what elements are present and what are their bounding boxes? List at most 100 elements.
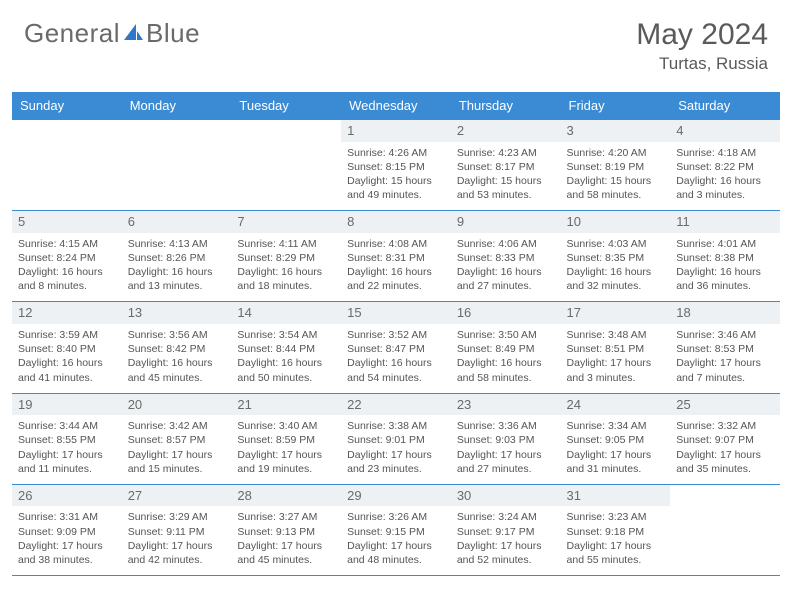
daylight-line: Daylight: 17 hours and 52 minutes. xyxy=(457,539,555,567)
day-number: 30 xyxy=(451,485,561,507)
sunrise-line: Sunrise: 3:26 AM xyxy=(347,510,445,524)
day-number: 5 xyxy=(12,211,122,233)
sunrise-line: Sunrise: 4:13 AM xyxy=(128,237,226,251)
calendar-empty-cell xyxy=(670,484,780,575)
sunrise-line: Sunrise: 3:36 AM xyxy=(457,419,555,433)
daylight-line: Daylight: 16 hours and 32 minutes. xyxy=(567,265,665,293)
calendar-week-row: 19Sunrise: 3:44 AMSunset: 8:55 PMDayligh… xyxy=(12,393,780,484)
sunset-line: Sunset: 8:49 PM xyxy=(457,342,555,356)
calendar-empty-cell xyxy=(231,120,341,211)
sail-icon xyxy=(122,18,144,49)
day-number: 15 xyxy=(341,302,451,324)
day-number: 25 xyxy=(670,394,780,416)
sunset-line: Sunset: 8:40 PM xyxy=(18,342,116,356)
sunset-line: Sunset: 9:13 PM xyxy=(237,525,335,539)
daylight-line: Daylight: 16 hours and 3 minutes. xyxy=(676,174,774,202)
day-header: Friday xyxy=(561,92,671,120)
title-block: May 2024 Turtas, Russia xyxy=(636,18,768,74)
day-number: 7 xyxy=(231,211,341,233)
calendar-day-cell: 11Sunrise: 4:01 AMSunset: 8:38 PMDayligh… xyxy=(670,211,780,302)
day-number: 16 xyxy=(451,302,561,324)
calendar-day-cell: 21Sunrise: 3:40 AMSunset: 8:59 PMDayligh… xyxy=(231,393,341,484)
day-number: 6 xyxy=(122,211,232,233)
sunset-line: Sunset: 8:59 PM xyxy=(237,433,335,447)
calendar-body: 1Sunrise: 4:26 AMSunset: 8:15 PMDaylight… xyxy=(12,120,780,576)
calendar-day-cell: 27Sunrise: 3:29 AMSunset: 9:11 PMDayligh… xyxy=(122,484,232,575)
sunset-line: Sunset: 8:29 PM xyxy=(237,251,335,265)
calendar-day-cell: 15Sunrise: 3:52 AMSunset: 8:47 PMDayligh… xyxy=(341,302,451,393)
sunset-line: Sunset: 8:15 PM xyxy=(347,160,445,174)
daylight-line: Daylight: 15 hours and 58 minutes. xyxy=(567,174,665,202)
calendar-day-cell: 10Sunrise: 4:03 AMSunset: 8:35 PMDayligh… xyxy=(561,211,671,302)
calendar-day-cell: 5Sunrise: 4:15 AMSunset: 8:24 PMDaylight… xyxy=(12,211,122,302)
day-number: 10 xyxy=(561,211,671,233)
day-number: 12 xyxy=(12,302,122,324)
daylight-line: Daylight: 17 hours and 15 minutes. xyxy=(128,448,226,476)
sunrise-line: Sunrise: 3:50 AM xyxy=(457,328,555,342)
sunrise-line: Sunrise: 4:18 AM xyxy=(676,146,774,160)
sunrise-line: Sunrise: 3:29 AM xyxy=(128,510,226,524)
sunset-line: Sunset: 8:38 PM xyxy=(676,251,774,265)
location-label: Turtas, Russia xyxy=(636,54,768,74)
day-header: Tuesday xyxy=(231,92,341,120)
calendar-empty-cell xyxy=(12,120,122,211)
daylight-line: Daylight: 17 hours and 31 minutes. xyxy=(567,448,665,476)
sunset-line: Sunset: 8:19 PM xyxy=(567,160,665,174)
sunrise-line: Sunrise: 4:01 AM xyxy=(676,237,774,251)
day-number: 4 xyxy=(670,120,780,142)
calendar-day-cell: 31Sunrise: 3:23 AMSunset: 9:18 PMDayligh… xyxy=(561,484,671,575)
day-header: Wednesday xyxy=(341,92,451,120)
calendar-day-cell: 24Sunrise: 3:34 AMSunset: 9:05 PMDayligh… xyxy=(561,393,671,484)
calendar-day-cell: 9Sunrise: 4:06 AMSunset: 8:33 PMDaylight… xyxy=(451,211,561,302)
sunrise-line: Sunrise: 4:20 AM xyxy=(567,146,665,160)
day-number: 29 xyxy=(341,485,451,507)
day-number: 28 xyxy=(231,485,341,507)
sunrise-line: Sunrise: 3:23 AM xyxy=(567,510,665,524)
daylight-line: Daylight: 15 hours and 49 minutes. xyxy=(347,174,445,202)
daylight-line: Daylight: 15 hours and 53 minutes. xyxy=(457,174,555,202)
day-number: 13 xyxy=(122,302,232,324)
calendar-day-cell: 18Sunrise: 3:46 AMSunset: 8:53 PMDayligh… xyxy=(670,302,780,393)
calendar-day-cell: 6Sunrise: 4:13 AMSunset: 8:26 PMDaylight… xyxy=(122,211,232,302)
calendar-day-cell: 7Sunrise: 4:11 AMSunset: 8:29 PMDaylight… xyxy=(231,211,341,302)
calendar-day-cell: 16Sunrise: 3:50 AMSunset: 8:49 PMDayligh… xyxy=(451,302,561,393)
day-number: 2 xyxy=(451,120,561,142)
day-header: Thursday xyxy=(451,92,561,120)
calendar-day-cell: 25Sunrise: 3:32 AMSunset: 9:07 PMDayligh… xyxy=(670,393,780,484)
sunrise-line: Sunrise: 4:08 AM xyxy=(347,237,445,251)
calendar-day-cell: 30Sunrise: 3:24 AMSunset: 9:17 PMDayligh… xyxy=(451,484,561,575)
daylight-line: Daylight: 17 hours and 45 minutes. xyxy=(237,539,335,567)
sunset-line: Sunset: 8:44 PM xyxy=(237,342,335,356)
daylight-line: Daylight: 16 hours and 27 minutes. xyxy=(457,265,555,293)
sunrise-line: Sunrise: 3:40 AM xyxy=(237,419,335,433)
sunrise-line: Sunrise: 3:54 AM xyxy=(237,328,335,342)
daylight-line: Daylight: 16 hours and 36 minutes. xyxy=(676,265,774,293)
calendar-week-row: 12Sunrise: 3:59 AMSunset: 8:40 PMDayligh… xyxy=(12,302,780,393)
sunset-line: Sunset: 8:35 PM xyxy=(567,251,665,265)
daylight-line: Daylight: 16 hours and 22 minutes. xyxy=(347,265,445,293)
day-number: 1 xyxy=(341,120,451,142)
calendar-day-cell: 13Sunrise: 3:56 AMSunset: 8:42 PMDayligh… xyxy=(122,302,232,393)
sunset-line: Sunset: 9:05 PM xyxy=(567,433,665,447)
sunset-line: Sunset: 9:17 PM xyxy=(457,525,555,539)
calendar-day-cell: 4Sunrise: 4:18 AMSunset: 8:22 PMDaylight… xyxy=(670,120,780,211)
day-number: 17 xyxy=(561,302,671,324)
sunrise-line: Sunrise: 3:56 AM xyxy=(128,328,226,342)
daylight-line: Daylight: 16 hours and 54 minutes. xyxy=(347,356,445,384)
daylight-line: Daylight: 17 hours and 42 minutes. xyxy=(128,539,226,567)
calendar-day-cell: 23Sunrise: 3:36 AMSunset: 9:03 PMDayligh… xyxy=(451,393,561,484)
sunset-line: Sunset: 9:18 PM xyxy=(567,525,665,539)
day-number: 23 xyxy=(451,394,561,416)
sunrise-line: Sunrise: 3:46 AM xyxy=(676,328,774,342)
day-number: 19 xyxy=(12,394,122,416)
sunset-line: Sunset: 9:11 PM xyxy=(128,525,226,539)
brand-part1: General xyxy=(24,18,120,49)
sunrise-line: Sunrise: 3:34 AM xyxy=(567,419,665,433)
sunset-line: Sunset: 8:24 PM xyxy=(18,251,116,265)
daylight-line: Daylight: 16 hours and 45 minutes. xyxy=(128,356,226,384)
calendar-day-cell: 22Sunrise: 3:38 AMSunset: 9:01 PMDayligh… xyxy=(341,393,451,484)
calendar-week-row: 1Sunrise: 4:26 AMSunset: 8:15 PMDaylight… xyxy=(12,120,780,211)
calendar-day-cell: 17Sunrise: 3:48 AMSunset: 8:51 PMDayligh… xyxy=(561,302,671,393)
daylight-line: Daylight: 17 hours and 7 minutes. xyxy=(676,356,774,384)
calendar-empty-cell xyxy=(122,120,232,211)
